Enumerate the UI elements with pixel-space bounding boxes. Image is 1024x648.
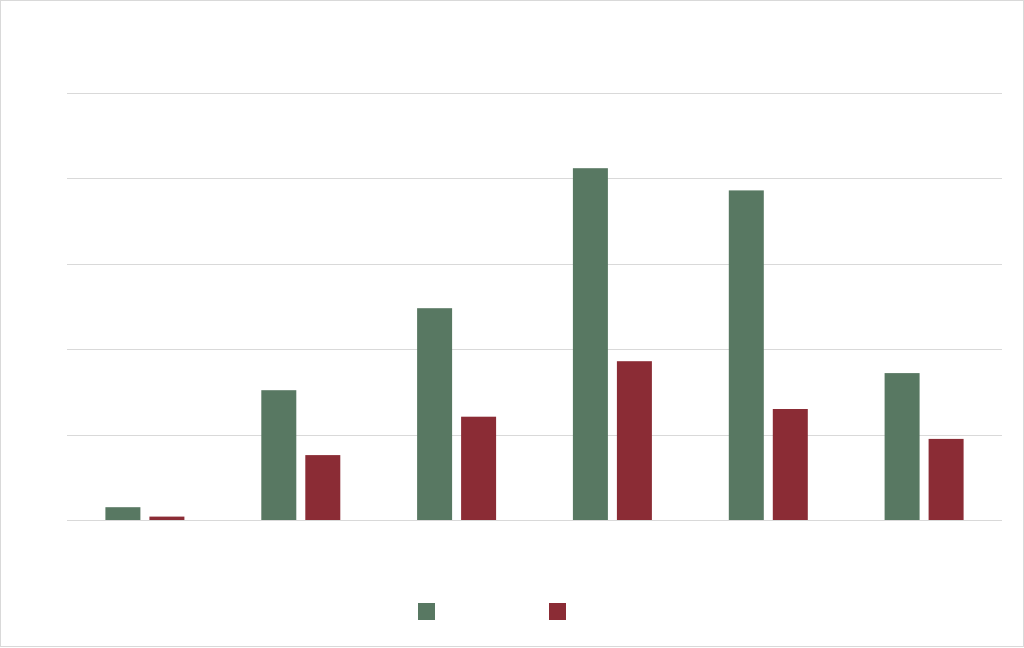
bar-series-1-category-3 xyxy=(417,308,453,520)
gridlines xyxy=(67,93,1002,521)
bars xyxy=(105,168,964,520)
bar-series-2-category-5 xyxy=(772,409,808,520)
legend-swatch-series-1 xyxy=(418,603,435,620)
bar-series-1-category-4 xyxy=(572,168,608,520)
bar-series-1-category-5 xyxy=(728,190,764,520)
bar-series-1-category-1 xyxy=(105,507,141,520)
bar-series-2-category-2 xyxy=(305,455,341,520)
bar-series-2-category-6 xyxy=(928,438,964,520)
bar-series-2-category-4 xyxy=(616,361,652,520)
bar-series-2-category-1 xyxy=(149,516,185,520)
bar-series-1-category-6 xyxy=(884,373,920,520)
legend-swatch-series-2 xyxy=(549,603,566,620)
legend xyxy=(418,603,566,620)
bar-series-1-category-2 xyxy=(261,390,297,520)
bar-series-2-category-3 xyxy=(461,416,497,520)
